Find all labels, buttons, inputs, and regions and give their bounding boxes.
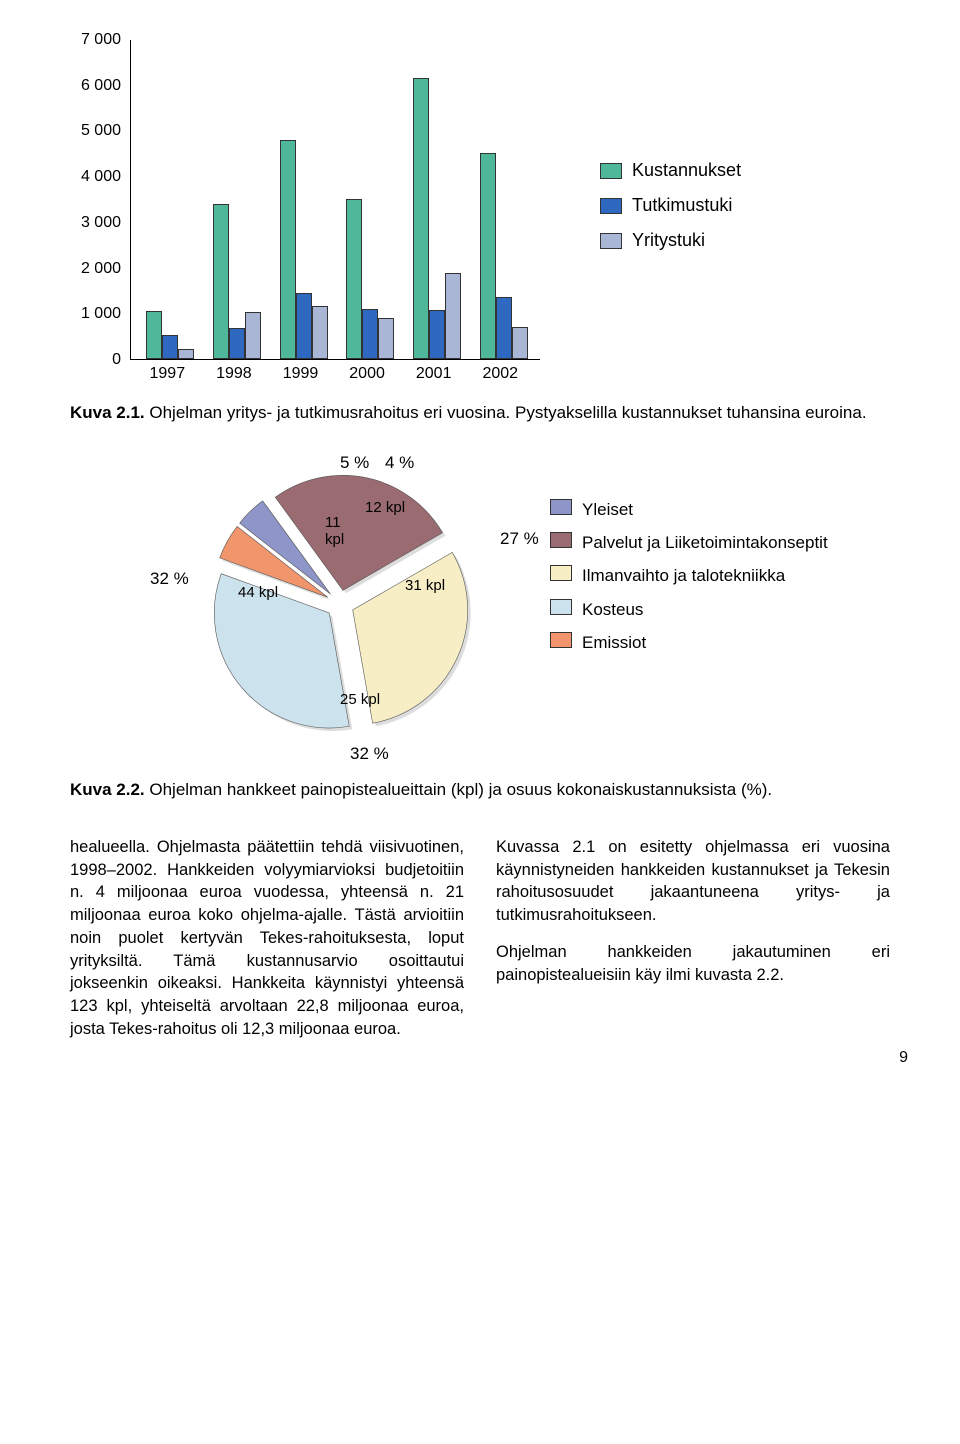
legend-row: Emissiot [550,632,828,653]
body-right-para-2: Ohjelman hankkeiden jakautuminen eri pai… [496,941,890,987]
bar-group [274,140,333,359]
x-tick-label: 1998 [201,365,268,383]
y-tick-label: 2 000 [81,260,121,278]
pie-label: 11 kpl [325,514,344,548]
legend-row: Palvelut ja Liiketoimintakonseptit [550,532,828,553]
y-tick-label: 7 000 [81,31,121,49]
legend-swatch [600,233,622,249]
bar [280,140,296,359]
legend-swatch [550,532,572,548]
body-right-para-1: Kuvassa 2.1 on esitetty ohjelmassa eri v… [496,836,890,927]
bar-chart-x-axis: 199719981999200020012002 [134,365,534,383]
y-tick-label: 1 000 [81,305,121,323]
bar-group [474,153,533,359]
x-tick-label: 1999 [267,365,334,383]
bar [296,293,312,359]
figure-1-caption: Kuva 2.1. Ohjelman yritys- ja tutkimusra… [70,402,890,425]
legend-label: Yritystuki [632,230,705,251]
bar-group [141,311,200,359]
pie-label: 12 kpl [365,499,405,516]
bar [413,78,429,359]
pie-label: 27 % [500,529,539,549]
legend-label: Tutkimustuki [632,195,732,216]
bar-group [408,78,467,359]
legend-row: Tutkimustuki [600,195,741,216]
bar [378,318,394,359]
bar [178,349,194,359]
x-tick-label: 2001 [400,365,467,383]
bar [312,306,328,359]
legend-row: Yritystuki [600,230,741,251]
legend-row: Ilmanvaihto ja talotekniikka [550,565,828,586]
legend-swatch [550,632,572,648]
legend-row: Kosteus [550,599,828,620]
body-right-column: Kuvassa 2.1 on esitetty ohjelmassa eri v… [496,836,890,1055]
bar-chart-plot-area [135,39,535,359]
figure-2-caption-prefix: Kuva 2.2. [70,780,149,799]
pie-chart: 5 %4 %27 %32 %32 %44 kpl11 kpl12 kpl31 k… [70,459,890,779]
bar [429,310,445,359]
x-tick-label: 2000 [334,365,401,383]
legend-swatch [550,565,572,581]
legend-label: Palvelut ja Liiketoimintakonseptit [582,532,828,553]
figure-2-caption: Kuva 2.2. Ohjelman hankkeet painopisteal… [70,779,890,802]
pie-label: 32 % [350,744,389,764]
y-tick-label: 0 [112,351,121,369]
bar [346,199,362,359]
bar [213,204,229,359]
body-left-para: healueella. Ohjelmasta päätettiin tehdä … [70,836,464,1041]
body-columns: healueella. Ohjelmasta päätettiin tehdä … [70,836,890,1055]
bar [496,297,512,359]
pie-label: 31 kpl [405,577,445,594]
bar [162,335,178,359]
y-tick-label: 4 000 [81,168,121,186]
x-tick-label: 2002 [467,365,534,383]
page-number: 9 [899,1049,908,1067]
y-tick-label: 6 000 [81,77,121,95]
y-tick-label: 5 000 [81,122,121,140]
pie-label: 25 kpl [340,691,380,708]
bar [362,309,378,359]
bar-chart-legend: Kustannukset Tutkimustuki Yritystuki [600,160,741,265]
legend-swatch [600,198,622,214]
legend-label: Emissiot [582,632,646,653]
bar-chart: 7 000 6 000 5 000 4 000 3 000 2 000 1 000 0 199… [70,30,890,390]
pie-label: 5 % [340,453,369,473]
legend-swatch [550,499,572,515]
bar [445,273,461,359]
pie-slice [214,574,349,728]
bar [512,327,528,359]
legend-row: Kustannukset [600,160,741,181]
pie-chart-legend: Yleiset Palvelut ja Liiketoimintakonsepti… [550,499,828,665]
figure-2-caption-text: Ohjelman hankkeet painopistealueittain (… [149,780,772,799]
bar [480,153,496,359]
bar [229,328,245,359]
pie-label: 44 kpl [238,584,278,601]
bar [146,311,162,359]
figure-1-caption-prefix: Kuva 2.1. [70,403,149,422]
pie-chart-svg [130,459,550,769]
bar-chart-y-axis: 7 0006 0005 0004 0003 0002 0001 0000 [70,40,125,360]
y-tick-label: 3 000 [81,214,121,232]
legend-row: Yleiset [550,499,828,520]
x-tick-label: 1997 [134,365,201,383]
pie-label: 32 % [150,569,189,589]
bar-group [208,204,267,359]
legend-swatch [550,599,572,615]
bar [245,312,261,359]
body-left-column: healueella. Ohjelmasta päätettiin tehdä … [70,836,464,1055]
figure-1-caption-text: Ohjelman yritys- ja tutkimusrahoitus eri… [149,403,866,422]
legend-label: Yleiset [582,499,633,520]
legend-label: Kustannukset [632,160,741,181]
legend-label: Kosteus [582,599,643,620]
legend-swatch [600,163,622,179]
pie-label: 4 % [385,453,414,473]
legend-label: Ilmanvaihto ja talotekniikka [582,565,785,586]
bar-chart-frame [130,40,540,360]
bar-group [341,199,400,359]
